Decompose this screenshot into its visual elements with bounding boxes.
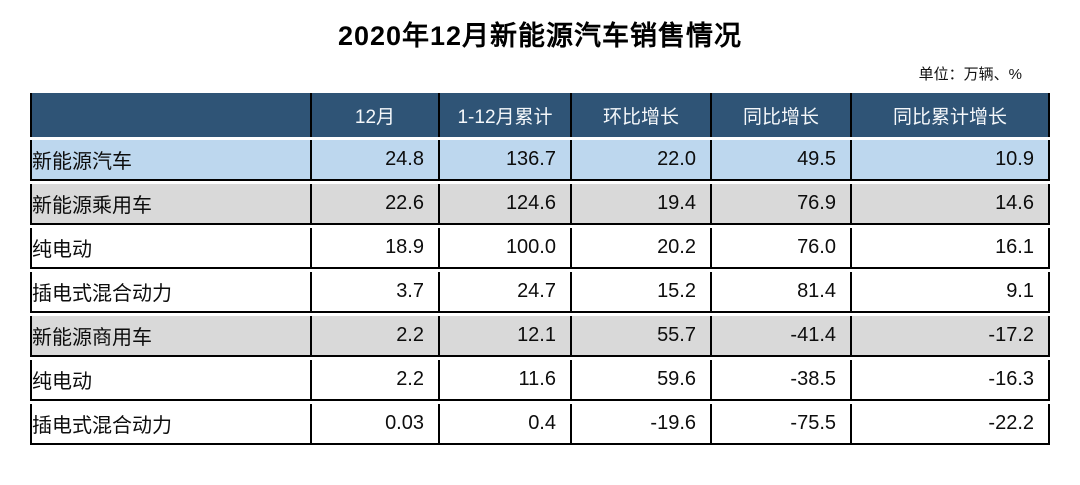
cell-value: -17.2 <box>852 316 1050 357</box>
cell-value: 24.8 <box>312 140 440 181</box>
row-label: 纯电动 <box>30 228 312 269</box>
cell-value: 55.7 <box>572 316 712 357</box>
row-label: 新能源商用车 <box>30 316 312 357</box>
page-title: 2020年12月新能源汽车销售情况 <box>337 21 743 51</box>
row-label: 新能源乘用车 <box>30 184 312 225</box>
column-header: 1-12月累计 <box>440 93 572 137</box>
row-label: 纯电动 <box>30 360 312 401</box>
cell-value: 11.6 <box>440 360 572 401</box>
cell-value: -41.4 <box>712 316 852 357</box>
column-header: 12月 <box>312 93 440 137</box>
table-row: 纯电动 2.2 11.6 59.6 -38.5 -16.3 <box>30 360 1050 401</box>
cell-value: 10.9 <box>852 140 1050 181</box>
cell-value: 81.4 <box>712 272 852 313</box>
cell-value: -19.6 <box>572 404 712 445</box>
cell-value: 3.7 <box>312 272 440 313</box>
cell-value: 18.9 <box>312 228 440 269</box>
table-row: 新能源汽车 24.8 136.7 22.0 49.5 10.9 <box>30 140 1050 181</box>
column-header: 同比增长 <box>712 93 852 137</box>
row-label: 新能源汽车 <box>30 140 312 181</box>
cell-value: 59.6 <box>572 360 712 401</box>
column-header: 同比累计增长 <box>852 93 1050 137</box>
row-label: 插电式混合动力 <box>30 272 312 313</box>
cell-value: -22.2 <box>852 404 1050 445</box>
cell-value: 100.0 <box>440 228 572 269</box>
cell-value: 9.1 <box>852 272 1050 313</box>
cell-value: 76.9 <box>712 184 852 225</box>
table-body: 新能源汽车 24.8 136.7 22.0 49.5 10.9 新能源乘用车 22.6 124.… <box>30 140 1050 445</box>
cell-value: 0.4 <box>440 404 572 445</box>
cell-value: -16.3 <box>852 360 1050 401</box>
unit-note: 单位：万辆、% <box>918 66 1022 83</box>
cell-value: 19.4 <box>572 184 712 225</box>
cell-value: 49.5 <box>712 140 852 181</box>
table-row: 插电式混合动力 0.03 0.4 -19.6 -75.5 -22.2 <box>30 404 1050 445</box>
table-row: 新能源商用车 2.2 12.1 55.7 -41.4 -17.2 <box>30 316 1050 357</box>
cell-value: 2.2 <box>312 360 440 401</box>
cell-value: -75.5 <box>712 404 852 445</box>
cell-value: 22.0 <box>572 140 712 181</box>
cell-value: 24.7 <box>440 272 572 313</box>
table-header-row: 12月 1-12月累计 环比增长 同比增长 同比累计增长 <box>30 93 1050 137</box>
row-label: 插电式混合动力 <box>30 404 312 445</box>
cell-value: 76.0 <box>712 228 852 269</box>
column-header-category <box>30 93 312 137</box>
cell-value: 2.2 <box>312 316 440 357</box>
cell-value: 22.6 <box>312 184 440 225</box>
cell-value: -38.5 <box>712 360 852 401</box>
cell-value: 16.1 <box>852 228 1050 269</box>
table-row: 纯电动 18.9 100.0 20.2 76.0 16.1 <box>30 228 1050 269</box>
cell-value: 124.6 <box>440 184 572 225</box>
cell-value: 20.2 <box>572 228 712 269</box>
column-header: 环比增长 <box>572 93 712 137</box>
cell-value: 0.03 <box>312 404 440 445</box>
table-row: 新能源乘用车 22.6 124.6 19.4 76.9 14.6 <box>30 184 1050 225</box>
cell-value: 136.7 <box>440 140 572 181</box>
cell-value: 12.1 <box>440 316 572 357</box>
cell-value: 15.2 <box>572 272 712 313</box>
cell-value: 14.6 <box>852 184 1050 225</box>
table-row: 插电式混合动力 3.7 24.7 15.2 81.4 9.1 <box>30 272 1050 313</box>
sales-table: 12月 1-12月累计 环比增长 同比增长 同比累计增长 新能源汽车 24.8 136.7 2… <box>30 90 1050 448</box>
